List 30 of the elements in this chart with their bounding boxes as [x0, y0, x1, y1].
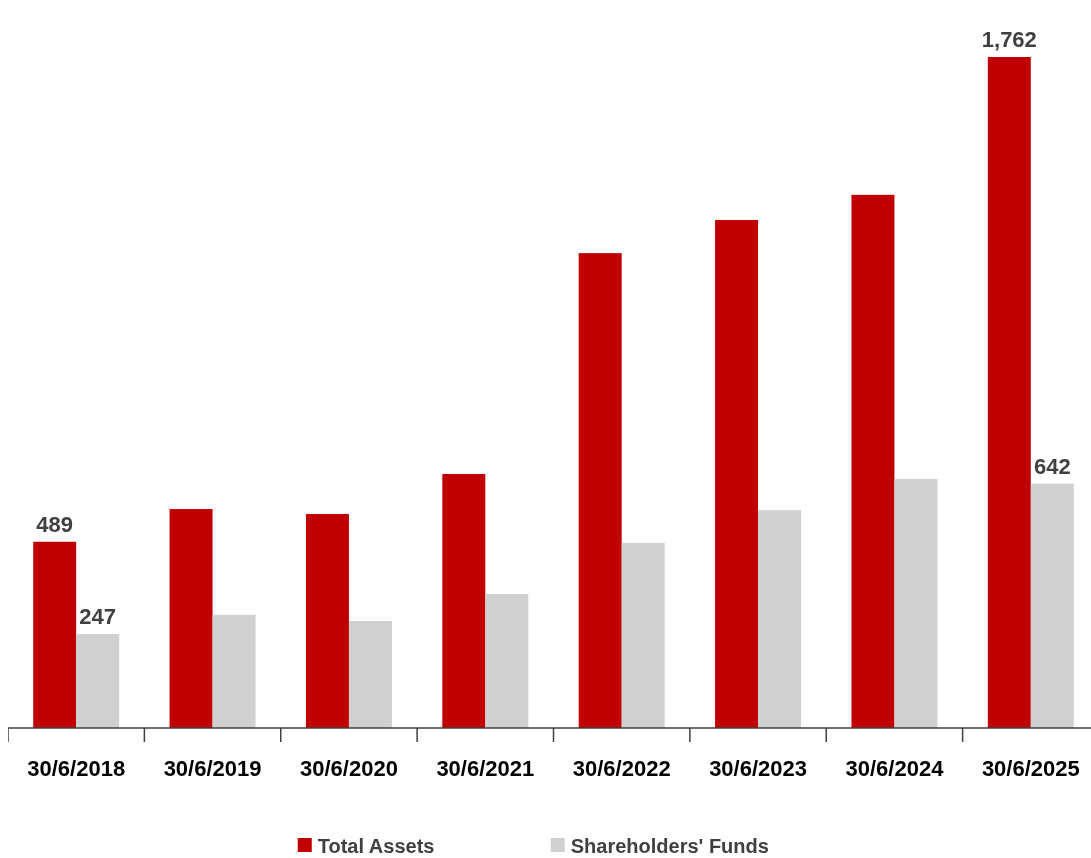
bar — [212, 614, 256, 728]
x-tick-label: 30/6/2024 — [845, 756, 945, 781]
bar — [758, 510, 802, 728]
bar — [442, 474, 486, 728]
x-tick-label: 30/6/2023 — [709, 756, 807, 781]
bar — [578, 253, 622, 728]
x-tick-label: 30/6/2019 — [163, 756, 262, 781]
bar — [851, 194, 895, 728]
bar — [348, 620, 392, 728]
bar — [33, 541, 77, 728]
data-label: 1,762 — [981, 27, 1037, 52]
x-tick-label: 30/6/2025 — [981, 756, 1080, 781]
bar — [894, 478, 938, 728]
bar — [621, 542, 665, 728]
bar — [1030, 483, 1074, 728]
x-tick-label: 30/6/2021 — [436, 756, 535, 781]
x-tick-label: 30/6/2022 — [572, 756, 671, 781]
bar — [715, 219, 759, 728]
bar — [169, 509, 213, 728]
legend-label: Shareholders' Funds — [570, 835, 769, 857]
bar — [485, 593, 529, 728]
x-tick-label: 30/6/2020 — [300, 756, 398, 781]
data-label: 247 — [79, 603, 117, 629]
legend-label: Total Assets — [317, 835, 435, 857]
x-tick-label: 30/6/2018 — [27, 756, 126, 781]
bar — [76, 633, 120, 728]
bar — [987, 57, 1031, 728]
data-label: 642 — [1033, 453, 1071, 479]
bar — [305, 513, 349, 728]
data-label: 489 — [36, 511, 74, 537]
